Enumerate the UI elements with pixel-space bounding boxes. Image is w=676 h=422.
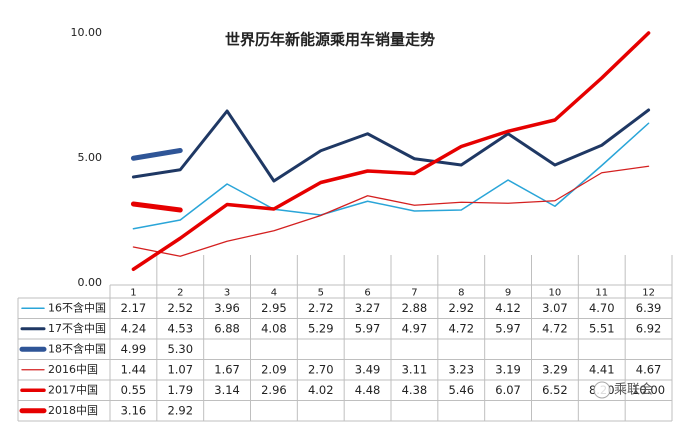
table-value: 4.67: [636, 362, 662, 376]
table-value: 10.00: [632, 383, 665, 397]
legend-label: 17不含中国: [48, 321, 106, 335]
x-tick-label: 2: [177, 288, 183, 299]
table-value: 2.17: [121, 301, 147, 315]
x-tick-label: 8: [458, 288, 464, 299]
table-value: 2.70: [308, 362, 334, 376]
table-value: 4.72: [542, 321, 568, 335]
x-tick-label: 6: [364, 288, 370, 299]
x-tick-label: 3: [224, 288, 230, 299]
table-value: 1.67: [214, 362, 240, 376]
table-value: 4.41: [589, 362, 615, 376]
x-tick-label: 5: [318, 288, 324, 299]
y-tick-label: 5.00: [78, 151, 103, 164]
legend-label: 2017中国: [48, 383, 98, 396]
table-value: 1.44: [121, 362, 147, 376]
table-value: 5.97: [355, 321, 381, 335]
table-value: 2.96: [261, 383, 287, 397]
table-value: 5.51: [589, 321, 615, 335]
table-value: 6.92: [636, 321, 662, 335]
table-value: 3.49: [355, 362, 381, 376]
series-line: [132, 165, 650, 257]
table-value: 4.48: [355, 383, 381, 397]
table-value: 6.88: [214, 321, 240, 335]
series-line: [131, 31, 651, 271]
table-value: 4.99: [121, 342, 147, 356]
table-value: 0.55: [121, 383, 147, 397]
series-line: [130, 201, 183, 213]
watermark-icon: [593, 381, 611, 399]
table-value: 3.27: [355, 301, 381, 315]
x-tick-label: 9: [505, 288, 511, 299]
table-value: 4.72: [448, 321, 474, 335]
x-tick-label: 1: [130, 288, 136, 299]
table-value: 3.23: [448, 362, 474, 376]
chart-title: 世界历年新能源乘用车销量走势: [225, 31, 435, 49]
table-value: 2.88: [402, 301, 428, 315]
table-value: 2.52: [167, 301, 193, 315]
series-line: [130, 148, 183, 161]
table-value: 2.92: [167, 403, 193, 417]
series-line: [131, 108, 651, 183]
table-value: 3.16: [121, 403, 147, 417]
table-value: 3.14: [214, 383, 240, 397]
table-value: 4.24: [121, 321, 147, 335]
x-tick-label: 7: [411, 288, 417, 299]
legend-label: 16不含中国: [48, 300, 106, 314]
table-value: 5.29: [308, 321, 334, 335]
table-value: 4.70: [589, 301, 615, 315]
table-value: 4.97: [402, 321, 428, 335]
legend-label: 2018中国: [48, 404, 98, 417]
series-line: [132, 122, 650, 230]
table-value: 1.07: [167, 362, 193, 376]
table-value: 5.46: [448, 383, 474, 397]
x-tick-label: 4: [271, 288, 277, 299]
x-tick-label: 12: [642, 288, 655, 299]
table-value: 4.12: [495, 301, 521, 315]
x-tick-label: 10: [549, 288, 562, 299]
watermark: 乘联会: [614, 383, 653, 398]
table-value: 4.38: [402, 383, 428, 397]
table-value: 6.39: [636, 301, 662, 315]
table-value: 3.96: [214, 301, 240, 315]
table-value: 4.08: [261, 321, 287, 335]
table-value: 2.09: [261, 362, 287, 376]
table-value: 1.79: [167, 383, 193, 397]
table-value: 3.29: [542, 362, 568, 376]
table-value: 5.30: [167, 342, 193, 356]
table-value: 6.52: [542, 383, 568, 397]
table-value: 6.07: [495, 383, 521, 397]
table-value: 3.19: [495, 362, 521, 376]
y-tick-label: 10.00: [71, 26, 103, 39]
table-value: 2.72: [308, 301, 334, 315]
legend-label: 2016中国: [48, 363, 98, 376]
table-value: 3.07: [542, 301, 568, 315]
y-tick-label: 0.00: [78, 276, 103, 289]
table-value: 4.53: [167, 321, 193, 335]
table-value: 4.02: [308, 383, 334, 397]
x-tick-label: 11: [595, 288, 608, 299]
legend-label: 18不含中国: [48, 341, 106, 355]
table-value: 3.11: [402, 362, 428, 376]
table-value: 5.97: [495, 321, 521, 335]
table-value: 2.92: [448, 301, 474, 315]
table-value: 2.95: [261, 301, 287, 315]
